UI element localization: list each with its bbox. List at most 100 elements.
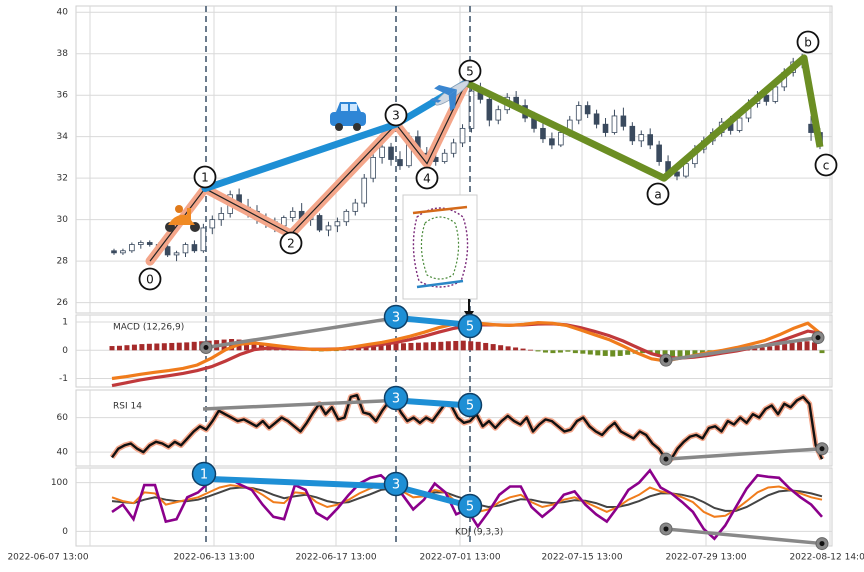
wave-label-circle (814, 153, 838, 177)
candle-body (486, 98, 493, 121)
car-window (341, 104, 348, 111)
impulse-wave-outline (149, 82, 467, 262)
macd-divergence-line (205, 316, 397, 350)
macd-histogram-bar (400, 343, 406, 351)
candle (459, 124, 466, 148)
kdj-divergence-line (665, 527, 823, 546)
wave-label-circle (796, 30, 820, 54)
macd-trend-line (395, 314, 471, 328)
macd-histogram-bar (655, 350, 661, 355)
macd-histogram-bar (572, 350, 578, 354)
candle (120, 248, 126, 255)
wave-badge-3: 3 (383, 471, 409, 497)
wave-label-circle (279, 231, 303, 255)
macd-histogram-bar (535, 350, 541, 352)
wave-label-0: 0 (138, 267, 162, 291)
macd-histogram-bar (610, 350, 616, 357)
macd-histogram-bar (393, 343, 399, 351)
candle (495, 105, 502, 125)
wave-label-c: c (814, 153, 838, 177)
candle-body (459, 127, 466, 144)
macd-histogram-bar (550, 350, 556, 354)
candle-body (379, 146, 385, 158)
macd-histogram-bar (774, 345, 780, 351)
macd-histogram-bar (513, 347, 519, 351)
scooter-stem (187, 208, 191, 220)
kdj-ytick-label: 0 (62, 527, 68, 537)
price-ytick-label: 26 (57, 298, 69, 308)
macd-divergence-dot-center (203, 344, 209, 350)
candle-body (674, 171, 680, 177)
macd-histogram-bar (752, 348, 758, 351)
macd-histogram-bar (789, 342, 795, 351)
price-ytick-label: 34 (57, 132, 69, 142)
candle (200, 223, 207, 253)
macd-histogram-bar (378, 344, 384, 351)
macd-histogram-bar (139, 344, 145, 351)
macd-histogram-bar (542, 350, 548, 353)
candle (638, 130, 645, 148)
wave-badge-3: 3 (383, 304, 409, 330)
racetrack-outer (412, 207, 469, 288)
candle (647, 128, 654, 150)
macd-histogram-bar (430, 342, 436, 351)
candle-body (289, 210, 296, 218)
macd-histogram-bar (169, 342, 175, 351)
candle (361, 174, 368, 208)
candle (191, 240, 198, 253)
macd-histogram-bar (176, 342, 182, 351)
candle-body (397, 159, 403, 167)
airplane-tail (429, 98, 442, 103)
car-icon (330, 102, 366, 131)
kdj-divergence-dot-center (819, 541, 825, 547)
candle (397, 151, 403, 170)
x-tick-label: 2022-07-15 13:00 (541, 553, 622, 563)
wave-label-circle (384, 103, 408, 127)
macd-histogram-bar (154, 343, 160, 351)
wave-label-5: 5 (458, 59, 482, 83)
macd-histogram-bar (124, 345, 130, 351)
x-tick-label: 2022-06-17 13:00 (295, 553, 376, 563)
rsi-divergence-line (202, 398, 397, 411)
macd-histogram-bar (565, 350, 571, 352)
wave-label-2: 2 (279, 231, 303, 255)
x-tick-label: 2022-06-07 13:00 (7, 553, 88, 563)
candle-body (182, 244, 189, 254)
candle-body (441, 152, 448, 162)
macd-histogram-bar (438, 341, 444, 351)
macd-histogram-bar (662, 350, 668, 356)
wave-label-text: 5 (466, 65, 474, 79)
candle-body (656, 144, 662, 162)
wave-badge-circle (191, 461, 217, 487)
rsi-line (111, 394, 824, 461)
macd-histogram-bar (363, 346, 369, 351)
macd-histogram-bar (797, 341, 803, 351)
candle (584, 101, 591, 119)
candle-body (164, 246, 171, 256)
scooter-icon (165, 205, 200, 232)
candle (209, 215, 216, 235)
wave-label-text: c (823, 159, 830, 173)
candle-body (736, 117, 743, 131)
price-ytick-label: 30 (57, 215, 69, 225)
price-ytick-label: 36 (57, 91, 69, 101)
candle (182, 242, 189, 257)
wave-label-text: 3 (392, 109, 400, 123)
candle-body (129, 244, 135, 252)
candle-body (334, 221, 341, 227)
macd-ytick-label: 0 (62, 346, 68, 356)
wave-badge-circle (383, 304, 409, 330)
candle (316, 213, 323, 233)
racetrack-car-top (412, 205, 468, 215)
macd-histogram-bar (490, 344, 496, 351)
candle (450, 138, 457, 158)
wave-label-circle (138, 267, 162, 291)
macd-histogram-bar (348, 348, 354, 351)
candle-body (325, 225, 332, 231)
macd-histogram-bar (557, 350, 563, 353)
airplane-wing (448, 89, 457, 112)
candle (129, 242, 135, 253)
candle-body (638, 134, 645, 142)
